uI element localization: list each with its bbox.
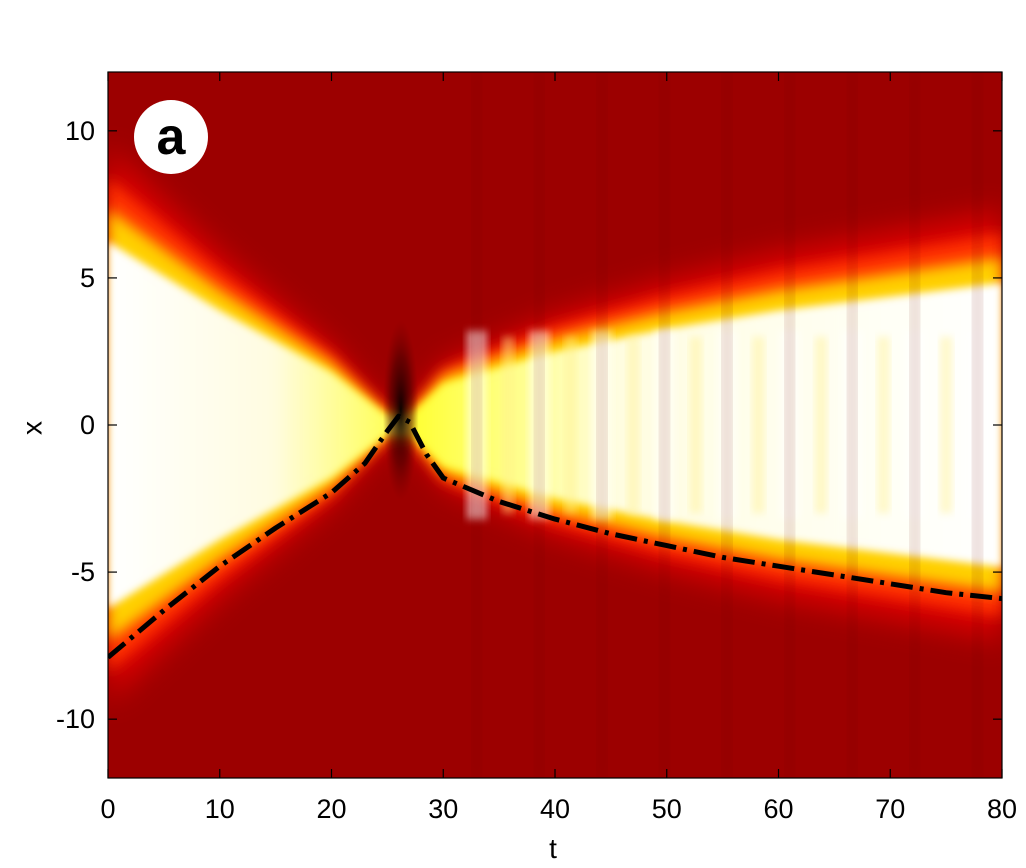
plot-area bbox=[108, 72, 1015, 778]
collision-pinch bbox=[382, 320, 419, 501]
stripe-dim bbox=[627, 336, 640, 514]
x-tick-label: 40 bbox=[540, 794, 570, 824]
y-tick-label: -10 bbox=[56, 704, 95, 734]
panel-badge: a bbox=[134, 100, 208, 174]
stripe-dark bbox=[785, 72, 794, 778]
y-axis: -10 -5 0 5 10 bbox=[56, 116, 1002, 734]
stripe-dim bbox=[502, 336, 515, 514]
y-tick-label: -5 bbox=[71, 557, 95, 587]
x-tick-label: 80 bbox=[987, 794, 1017, 824]
dashdot-line bbox=[108, 413, 1002, 660]
stripe-dark bbox=[848, 72, 857, 778]
y-tick-label: 5 bbox=[80, 263, 95, 293]
stripe-dim bbox=[564, 336, 577, 514]
stripe-dark bbox=[973, 72, 982, 778]
stripe-dark bbox=[597, 72, 606, 778]
heat-layer-left-3 bbox=[108, 241, 410, 609]
x-tick-label: 10 bbox=[205, 794, 235, 824]
oscillation-stripes bbox=[466, 72, 1015, 778]
panel-badge-circle bbox=[134, 100, 208, 174]
stripe-dark bbox=[535, 72, 544, 778]
stripe-dim bbox=[752, 336, 765, 514]
stripe-dim bbox=[689, 336, 702, 514]
x-tick-label: 50 bbox=[652, 794, 682, 824]
stripe-dark bbox=[472, 72, 481, 778]
x-axis: 0 10 20 30 40 50 60 70 80 bbox=[100, 72, 1017, 824]
x-axis-label: t bbox=[549, 833, 557, 864]
y-tick-label: 0 bbox=[80, 410, 95, 440]
x-tick-label: 0 bbox=[100, 794, 115, 824]
y-axis-label: x bbox=[16, 421, 47, 435]
stripe-dim bbox=[814, 336, 827, 514]
y-tick-label: 10 bbox=[65, 116, 95, 146]
x-tick-label: 20 bbox=[316, 794, 346, 824]
stripe-dark bbox=[723, 72, 732, 778]
stripe-dark bbox=[910, 72, 919, 778]
stripe-dark bbox=[660, 72, 669, 778]
stripe-dim bbox=[940, 336, 953, 514]
x-tick-label: 60 bbox=[763, 794, 793, 824]
stripe-dim bbox=[1003, 337, 1015, 514]
panel-label: a bbox=[157, 108, 187, 166]
x-tick-label: 70 bbox=[875, 794, 905, 824]
stripe-dim bbox=[877, 336, 890, 514]
x-tick-label: 30 bbox=[428, 794, 458, 824]
